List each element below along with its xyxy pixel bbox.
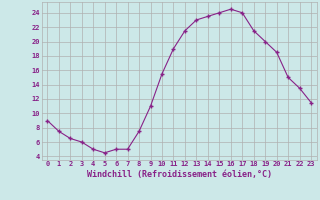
X-axis label: Windchill (Refroidissement éolien,°C): Windchill (Refroidissement éolien,°C) [87,170,272,179]
